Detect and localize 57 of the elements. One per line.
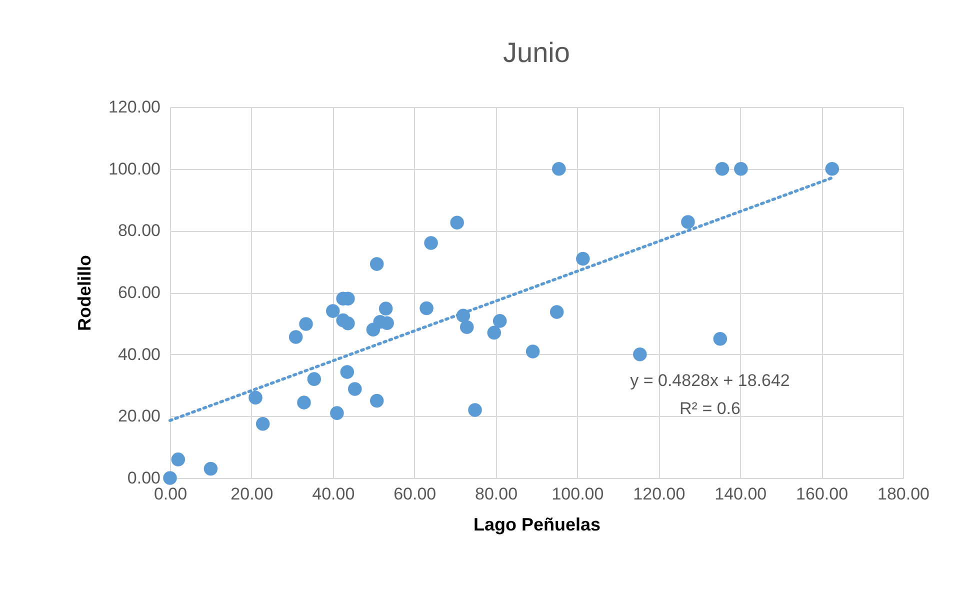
x-tick-label: 100.00	[552, 484, 604, 504]
x-tick-label: 0.00	[154, 484, 188, 504]
y-tick-label: 60.00	[118, 283, 160, 302]
point	[420, 301, 434, 316]
y-tick-label: 40.00	[118, 344, 160, 364]
point	[460, 320, 474, 334]
point	[576, 252, 590, 266]
point	[378, 302, 393, 316]
x-tick-label: 180.00	[878, 484, 930, 504]
point	[633, 347, 647, 362]
point	[288, 330, 303, 344]
point	[340, 365, 354, 379]
point	[715, 162, 730, 176]
point	[468, 403, 482, 417]
y-axis-title: Rodelillo	[74, 254, 95, 331]
point	[370, 257, 384, 271]
point	[326, 304, 340, 318]
x-tick-label: 120.00	[633, 484, 686, 504]
x-tick-label: 60.00	[394, 484, 436, 504]
x-tick-label: 40.00	[312, 484, 355, 504]
point	[341, 316, 355, 330]
y-tick-label: 20.00	[118, 406, 160, 426]
y-tick-label: 120.00	[108, 98, 160, 116]
point	[330, 406, 344, 420]
chart-title: Junio	[503, 37, 570, 68]
point	[424, 236, 438, 250]
y-tick-label: 80.00	[118, 221, 160, 240]
point	[825, 162, 840, 176]
point	[492, 314, 507, 328]
x-tick-label: 140.00	[714, 484, 767, 504]
point	[370, 394, 384, 408]
point	[526, 344, 540, 358]
x-tick-label: 20.00	[230, 484, 274, 504]
point	[348, 382, 362, 396]
point	[552, 162, 566, 176]
point	[204, 462, 218, 476]
point	[734, 162, 748, 176]
point	[681, 215, 695, 229]
x-tick-label: 80.00	[475, 484, 518, 504]
point	[256, 417, 270, 431]
annotation: y = 0.4828x + 18.642	[630, 371, 790, 390]
point	[713, 332, 728, 346]
annotation: R² = 0.6	[680, 399, 740, 418]
point	[297, 396, 311, 410]
point	[487, 326, 502, 340]
point	[307, 372, 322, 386]
y-tick-label: 100.00	[108, 159, 160, 178]
x-tick-label: 160.00	[796, 484, 848, 504]
point	[380, 316, 394, 330]
y-tick-label: 0.00	[127, 468, 160, 488]
x-axis-title: Lago Peñuelas	[473, 514, 601, 534]
point	[550, 305, 564, 319]
point	[163, 471, 177, 485]
point	[299, 317, 313, 331]
point	[171, 452, 186, 466]
point	[450, 216, 464, 230]
point	[248, 390, 262, 404]
